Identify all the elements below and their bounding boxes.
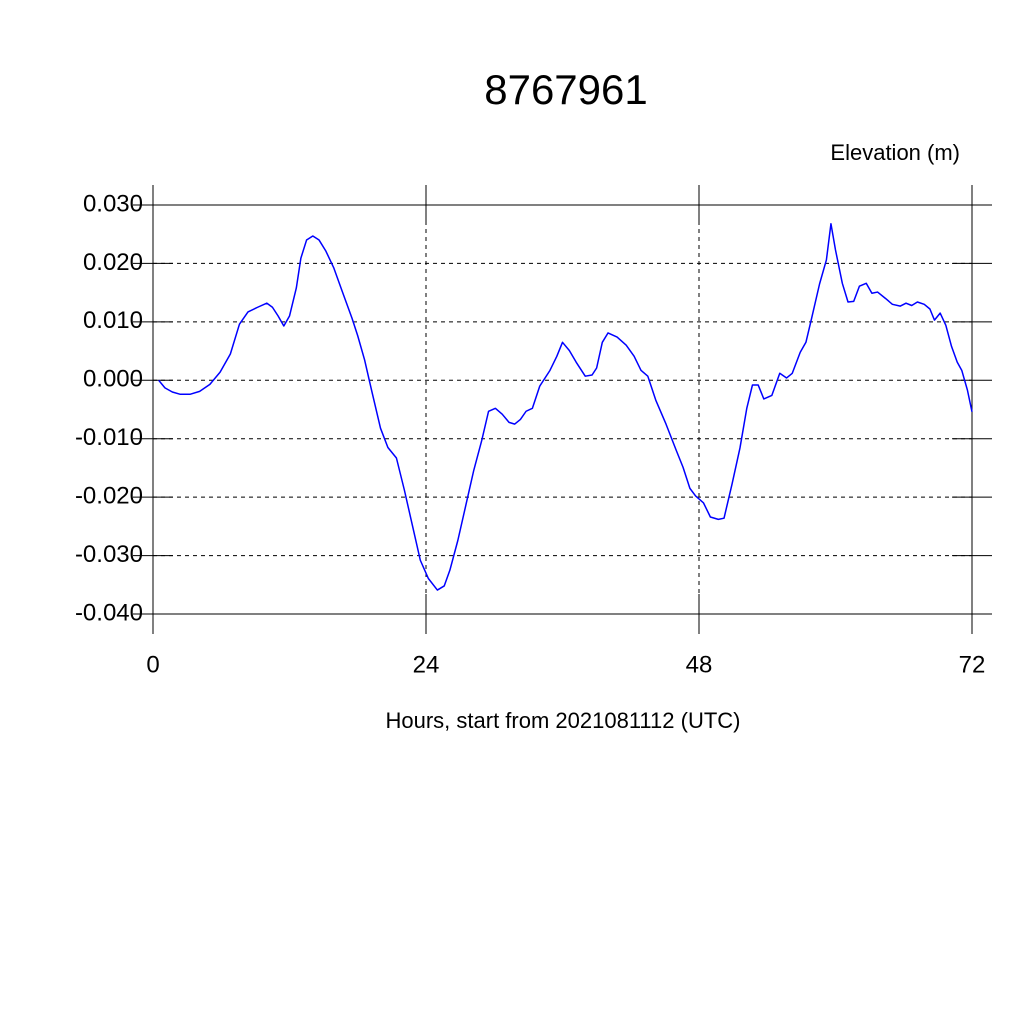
y-axis-label: Elevation (m) — [830, 140, 960, 165]
y-tick-label: 0.000 — [83, 366, 143, 393]
plot-frame — [152, 204, 973, 615]
y-tick-label: 0.030 — [83, 190, 143, 217]
x-tick-label: 72 — [959, 651, 986, 678]
x-tick-label: 0 — [146, 651, 159, 678]
y-tick-label: -0.020 — [75, 482, 143, 509]
chart-title: 8767961 — [484, 66, 648, 113]
x-axis-label: Hours, start from 2021081112 (UTC) — [386, 708, 741, 733]
y-tick-label: -0.010 — [75, 424, 143, 451]
y-tick-label: -0.040 — [75, 599, 143, 626]
x-tick-label: 24 — [413, 651, 440, 678]
y-tick-label: -0.030 — [75, 541, 143, 568]
x-tick-label: 48 — [686, 651, 713, 678]
data-line — [158, 222, 973, 591]
y-tick-label: 0.010 — [83, 307, 143, 334]
y-tick-label: 0.020 — [83, 249, 143, 276]
